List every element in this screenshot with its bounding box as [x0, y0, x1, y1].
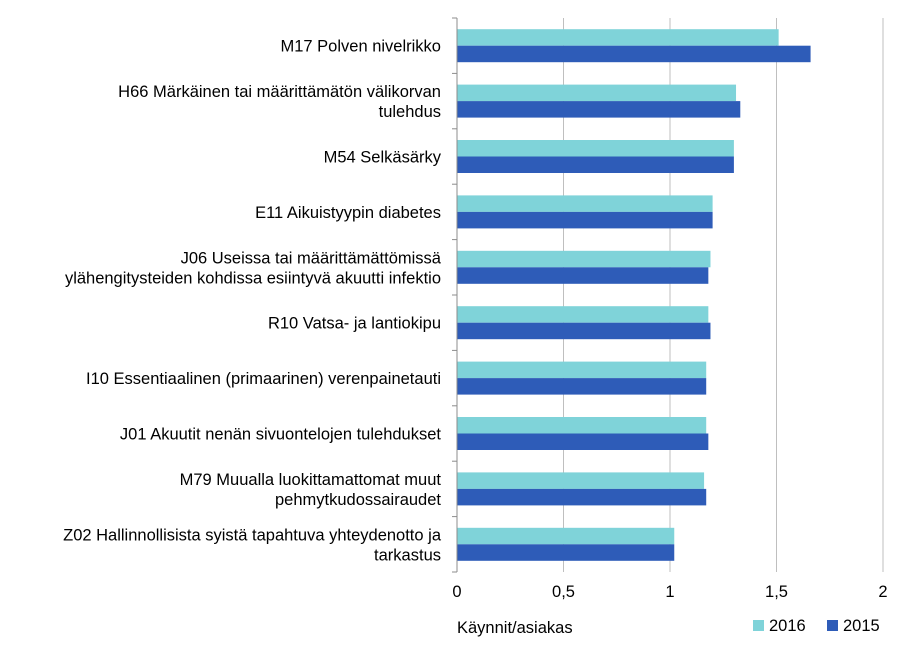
bar-2016-6	[457, 361, 707, 379]
bar-2016-0	[457, 29, 779, 46]
bar-2015-6	[457, 378, 707, 395]
category-label: tulehdus	[379, 103, 441, 121]
legend-label-2016: 2016	[769, 617, 806, 635]
x-tick-label: 2	[878, 583, 887, 601]
category-label: J06 Useissa tai määrittämättömissä	[181, 249, 442, 267]
category-label: H66 Märkäinen tai määrittämätön välikorv…	[118, 83, 441, 101]
category-label: pehmytkudossairaudet	[275, 491, 441, 509]
bar-2016-9	[457, 527, 675, 545]
category-label: E11 Aikuistyypin diabetes	[255, 204, 441, 222]
legend-label-2015: 2015	[843, 617, 880, 635]
category-label: I10 Essentiaalinen (primaarinen) verenpa…	[86, 370, 441, 388]
bar-2016-4	[457, 250, 711, 268]
bar-2016-7	[457, 417, 707, 434]
category-label: Z02 Hallinnollisista syistä tapahtuva yh…	[63, 526, 442, 544]
bar-2015-0	[457, 45, 811, 63]
x-tick-label: 0	[452, 583, 461, 601]
bar-2015-9	[457, 544, 675, 561]
bar-2015-4	[457, 267, 709, 284]
category-label: R10 Vatsa- ja lantiokipu	[268, 315, 441, 333]
bars	[457, 29, 811, 561]
legend-swatch-2015	[827, 620, 838, 631]
x-axis-title: Käynnit/asiakas	[457, 619, 573, 637]
bar-2015-1	[457, 101, 741, 118]
x-tick-label: 1,5	[765, 583, 788, 601]
bar-2016-2	[457, 140, 734, 157]
category-labels: M17 Polven nivelrikko H66 Märkäinen tai m…	[63, 38, 442, 565]
category-label: J01 Akuutit nenän sivuontelojen tulehduk…	[120, 426, 441, 444]
bar-2016-8	[457, 472, 705, 489]
category-label: M79 Muualla luokittamattomat muut	[180, 471, 442, 489]
bar-2016-1	[457, 84, 737, 102]
bar-2016-5	[457, 306, 709, 323]
bar-2015-7	[457, 433, 709, 450]
category-label: tarkastus	[374, 546, 441, 564]
bar-2015-8	[457, 488, 707, 506]
legend: 2016 2015	[753, 617, 880, 635]
x-tick-label: 0,5	[552, 583, 575, 601]
legend-swatch-2016	[753, 620, 764, 631]
category-label: M17 Polven nivelrikko	[281, 38, 442, 56]
category-label: ylähengitysteiden kohdissa esiintyvä aku…	[65, 269, 441, 287]
axes	[452, 17, 458, 573]
bar-2015-2	[457, 156, 734, 173]
bar-2015-5	[457, 322, 711, 340]
x-tick-labels: 0 0,5 1 1,5 2	[452, 583, 887, 601]
bar-2015-3	[457, 211, 713, 229]
category-label: M54 Selkäsärky	[324, 149, 442, 167]
bar-2016-3	[457, 195, 713, 212]
x-tick-label: 1	[665, 583, 674, 601]
